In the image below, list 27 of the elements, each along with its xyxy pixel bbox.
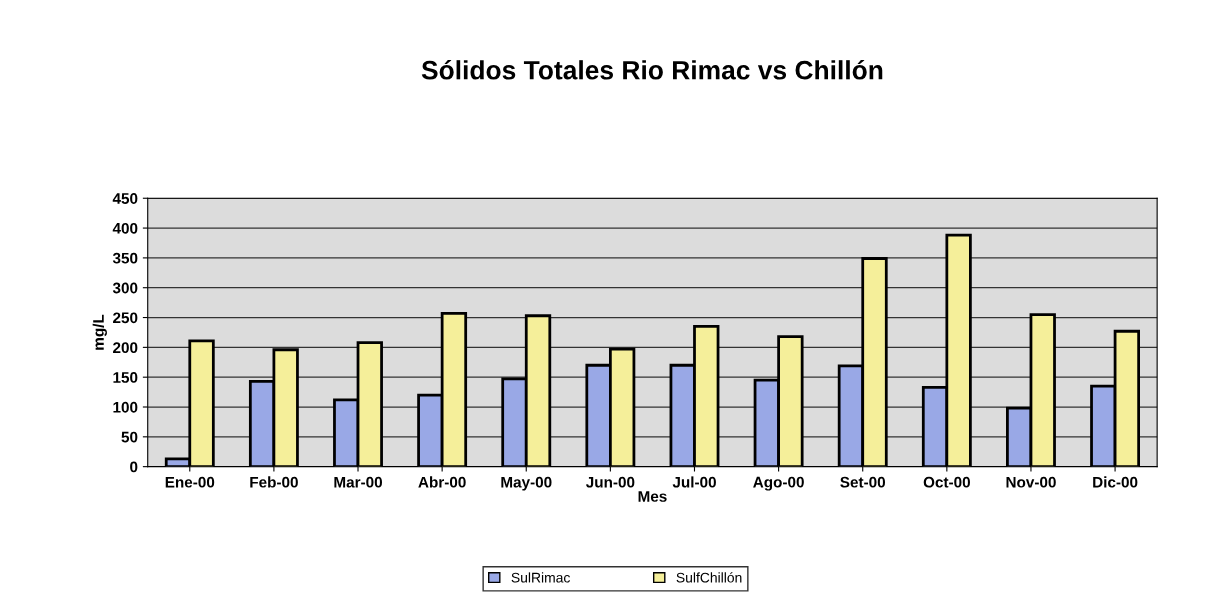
x-tick-label: Set-00 xyxy=(840,476,886,488)
x-tick-label: Ene-00 xyxy=(165,476,215,488)
y-tick-label: 100 xyxy=(113,401,138,413)
legend-label: SulRimac xyxy=(511,572,570,583)
y-axis-title: mg/L xyxy=(92,314,107,350)
y-tick-label: 350 xyxy=(112,252,138,264)
x-tick-label: Feb-00 xyxy=(250,476,298,488)
y-tick-label: 200 xyxy=(113,342,138,354)
x-tick-label: Ago-00 xyxy=(753,476,804,491)
legend-label: SulfChillón xyxy=(676,572,742,583)
x-tick-label: Jul-00 xyxy=(672,476,716,488)
y-tick-label: 450 xyxy=(112,193,138,204)
x-tick-label: Oct-00 xyxy=(923,476,970,488)
y-tick-label: 300 xyxy=(112,282,138,294)
y-tick-label: 150 xyxy=(113,372,138,383)
x-tick-label: Nov-00 xyxy=(1006,476,1056,488)
x-tick-label: Mar-00 xyxy=(334,476,383,488)
chart-title: Sólidos Totales Rio Rimac vs Chillón xyxy=(421,59,883,80)
x-tick-label: Abr-00 xyxy=(418,476,466,488)
y-tick-label: 400 xyxy=(112,222,138,234)
y-tick-label: 0 xyxy=(130,461,138,473)
x-tick-label: May-00 xyxy=(501,476,552,491)
x-axis-title: Mes xyxy=(638,491,667,502)
x-tick-label: Jun-00 xyxy=(585,476,635,488)
y-tick-label: 250 xyxy=(113,312,138,324)
x-tick-label: Dic-00 xyxy=(1093,476,1138,488)
y-tick-label: 50 xyxy=(121,431,138,443)
